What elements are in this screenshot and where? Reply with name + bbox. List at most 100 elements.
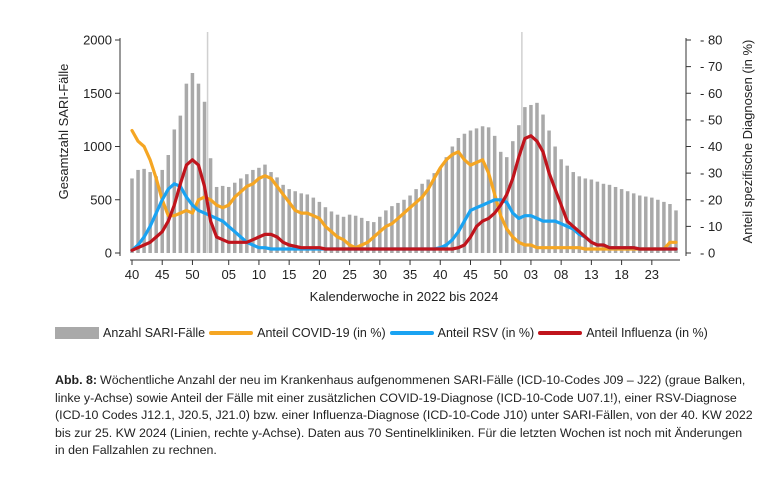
sari-bar <box>408 195 412 253</box>
sari-bar <box>426 179 430 253</box>
sari-bar <box>565 165 569 253</box>
x-tick-label: 45 <box>155 267 169 282</box>
sari-bar <box>613 186 618 253</box>
sari-bar <box>202 101 207 254</box>
sari-bar <box>450 146 455 253</box>
y-left-tick-label: 2000 <box>83 33 112 48</box>
sari-bar <box>359 217 364 253</box>
sari-bar <box>607 184 612 253</box>
sari-bar <box>529 104 533 253</box>
sari-bar <box>335 214 340 253</box>
sari-bar <box>226 186 231 253</box>
sari-bar <box>535 102 539 254</box>
sari-bar <box>281 184 285 253</box>
sari-bar <box>305 194 310 253</box>
sari-bar <box>414 189 418 253</box>
sari-bar <box>432 173 436 253</box>
sari-bar <box>299 193 303 253</box>
sari-bar <box>486 127 491 253</box>
sari-bar <box>341 216 346 253</box>
y-left-tick-label: 500 <box>90 192 112 207</box>
legend-label-covid: Anteil COVID-19 (in %) <box>257 326 386 340</box>
sari-bar <box>631 193 636 253</box>
legend-label-rsv: Anteil RSV (in %) <box>437 326 535 340</box>
x-tick-label: 25 <box>342 267 356 282</box>
sari-bar <box>583 178 588 253</box>
x-tick-label: 45 <box>463 267 477 282</box>
sari-bar <box>668 204 672 253</box>
sari-bar <box>263 164 267 253</box>
sari-bar <box>190 73 195 253</box>
x-tick-label: 20 <box>312 267 326 282</box>
sari-bar <box>456 137 461 253</box>
sari-bar <box>311 197 316 253</box>
sari-bar <box>130 178 134 253</box>
sari-bar <box>172 129 177 253</box>
sari-bar <box>589 179 594 253</box>
sari-bar <box>650 197 654 253</box>
sari-bar <box>480 126 485 253</box>
x-tick-label: 40 <box>125 267 139 282</box>
x-tick-label: 18 <box>614 267 628 282</box>
sari-bar <box>317 201 322 253</box>
y-left-tick-label: 1500 <box>83 86 112 101</box>
x-tick-label: 05 <box>221 267 235 282</box>
sari-bar <box>571 172 575 253</box>
sari-bar <box>390 206 394 253</box>
sari-bar <box>619 189 624 253</box>
legend-swatch-rsv <box>389 331 434 335</box>
sari-bar <box>148 172 152 253</box>
sari-bar <box>553 146 557 253</box>
x-tick-label: 35 <box>403 267 417 282</box>
sari-bar <box>674 210 678 253</box>
legend-item-covid: Anteil COVID-19 (in %) <box>209 326 386 340</box>
sari-bar <box>462 133 467 253</box>
legend-swatch-covid <box>209 331 254 335</box>
sari-bar <box>365 221 370 253</box>
sari-bar <box>245 174 249 253</box>
influenza-line <box>130 134 678 252</box>
sari-bar <box>293 191 297 253</box>
x-tick-label: 50 <box>493 267 507 282</box>
sari-bar <box>166 155 171 253</box>
sari-bar <box>233 182 237 253</box>
x-tick-label: 10 <box>252 267 266 282</box>
sari-bar <box>378 216 382 253</box>
sari-bar <box>444 157 449 253</box>
sari-bar <box>541 114 545 253</box>
sari-bar <box>347 214 352 253</box>
sari-bar <box>656 199 660 253</box>
sari-bar <box>644 196 648 253</box>
x-tick-label: 23 <box>645 267 659 282</box>
sari-bar <box>353 215 358 253</box>
y-right-tick-label: - 50 <box>700 112 722 127</box>
sari-bar <box>420 183 424 253</box>
covid-line <box>130 128 678 251</box>
y-right-tick-label: - 10 <box>700 219 722 234</box>
sari-bar <box>402 199 406 253</box>
legend-item-influenza: Anteil Influenza (in %) <box>538 326 708 340</box>
sari-bar <box>511 141 515 253</box>
sari-bar <box>547 130 551 253</box>
y-right-tick-label: - 20 <box>700 192 722 207</box>
sari-bar <box>523 107 527 253</box>
y-axis-left-title: Gesamtzahl SARI-Fälle <box>56 64 71 200</box>
sari-bar <box>601 183 606 253</box>
caption-label: Abb. 8: <box>55 373 97 387</box>
y-axis-right-title: Anteil spezifische Diagnosen (in %) <box>740 40 755 244</box>
sari-bar <box>517 125 521 253</box>
sari-bar <box>269 172 273 253</box>
y-right-tick-label: - 40 <box>700 139 722 154</box>
sari-bar <box>595 181 600 253</box>
legend-swatch-influenza <box>538 331 583 335</box>
sari-bar <box>438 167 443 253</box>
y-right-tick-label: - 60 <box>700 86 722 101</box>
chart-legend: Anzahl SARI-Fälle Anteil COVID-19 (in %)… <box>55 322 775 344</box>
sari-bar <box>625 191 630 253</box>
sari-bar <box>208 158 213 253</box>
sari-bar <box>637 195 642 253</box>
y-left-tick-label: 0 <box>105 246 112 261</box>
sari-bar <box>468 130 473 253</box>
x-tick-label: 50 <box>185 267 199 282</box>
sari-bar <box>384 210 388 253</box>
